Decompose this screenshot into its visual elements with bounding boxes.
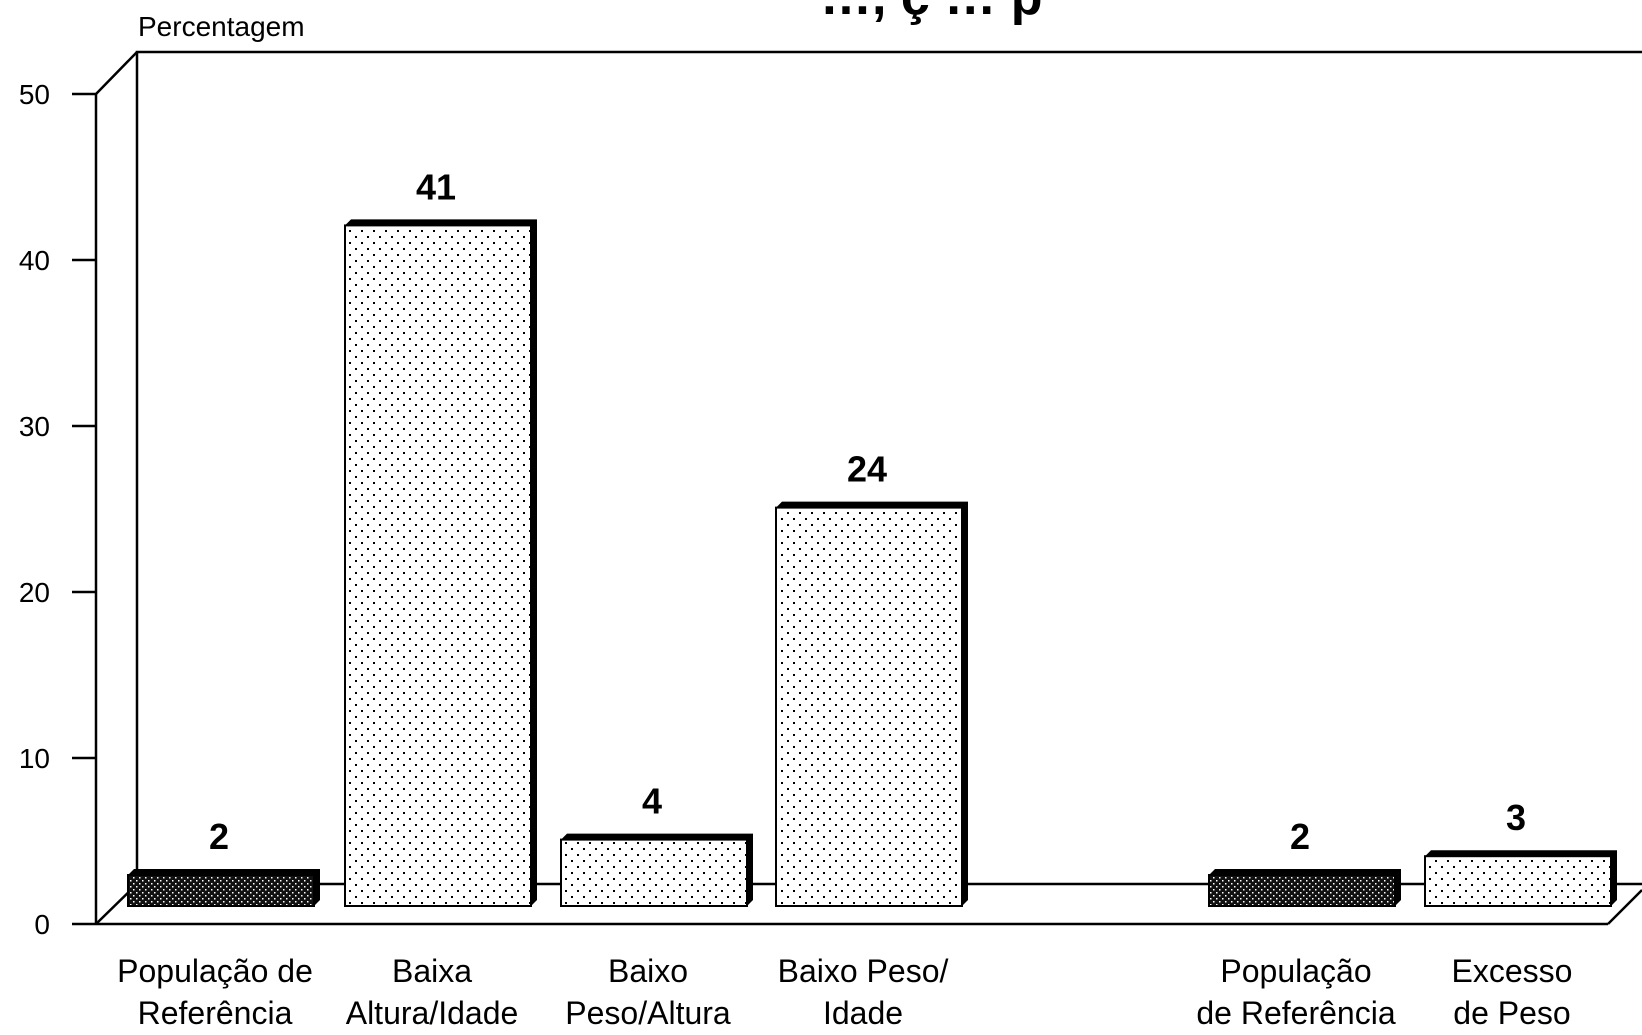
category-label: Baixo (608, 953, 688, 989)
category-label: População (1220, 953, 1371, 989)
bar (1208, 869, 1401, 907)
category-label: Peso/Altura (565, 995, 731, 1030)
bar (127, 869, 320, 907)
bar-value-label: 2 (1290, 816, 1310, 857)
bar-face (127, 874, 315, 907)
category-label: de Referência (1196, 995, 1395, 1030)
category-label: Excesso (1452, 953, 1573, 989)
category-label: Baixo Peso/ (778, 953, 949, 989)
category-labels: População de Referência Baixa Altura/Idade B… (117, 953, 1573, 1031)
axis-depth-top (95, 51, 138, 95)
value-labels: 2 41 4 24 2 3 (209, 166, 1526, 857)
bar-face (775, 506, 963, 907)
bar-face (1424, 855, 1612, 908)
bar-face (1208, 874, 1396, 907)
y-tick-label: 30 (19, 411, 50, 442)
bar-value-label: 2 (209, 816, 229, 857)
bar-face (344, 224, 532, 907)
y-tick-label: 50 (19, 79, 50, 110)
bar-value-label: 24 (847, 449, 887, 490)
bar (1424, 850, 1617, 908)
bar-series (127, 219, 1617, 908)
bar (344, 219, 537, 907)
bar-value-label: 41 (416, 166, 456, 207)
category-label: Altura/Idade (346, 995, 519, 1030)
floor-right-edge (1607, 889, 1642, 925)
y-axis-label: Percentagem (138, 11, 305, 42)
y-axis-ticks: 0 10 20 30 40 50 (19, 79, 96, 940)
y-tick-label: 10 (19, 743, 50, 774)
y-tick-label: 0 (34, 909, 50, 940)
category-label: de Peso (1453, 995, 1570, 1030)
category-label: Idade (823, 995, 903, 1030)
y-tick-label: 20 (19, 577, 50, 608)
y-tick-label: 40 (19, 245, 50, 276)
bar-shadow (1209, 869, 1401, 906)
category-label: População de (117, 953, 313, 989)
bar-shadow (128, 869, 320, 906)
bar-value-label: 3 (1506, 797, 1526, 838)
category-label: Referência (138, 995, 293, 1030)
bar-face (560, 838, 748, 907)
bar (560, 833, 753, 907)
bar (775, 501, 968, 907)
chart-title: …, ç … p (820, 0, 1042, 26)
category-label: Baixa (392, 953, 472, 989)
bar-value-label: 4 (642, 781, 662, 822)
